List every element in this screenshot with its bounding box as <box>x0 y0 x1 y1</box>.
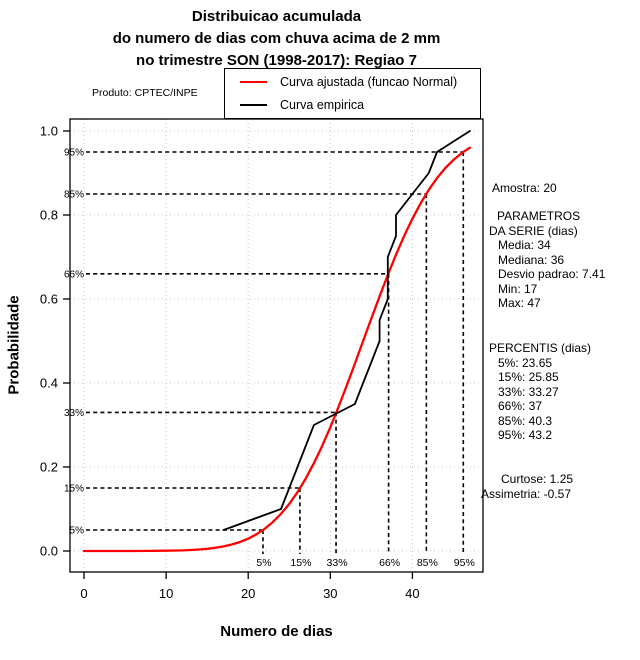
percentile-15-text: 15%: 25.85 <box>498 370 559 384</box>
stats-panel: Amostra: 20 PARAMETROS DA SERIE (dias) M… <box>478 0 640 660</box>
empirical-curve-line-sample <box>240 103 267 107</box>
min-text: Min: 17 <box>498 281 538 296</box>
y-tick-label: 0.2 <box>40 460 58 475</box>
plot-box <box>69 118 484 573</box>
y-tick-label: 0.0 <box>40 544 58 559</box>
percentile-left-label: 15% <box>64 484 84 495</box>
percentile-left-label: 33% <box>64 408 84 419</box>
percentile-85-text: 85%: 40.3 <box>498 413 553 428</box>
mean-text: Media: 34 <box>498 238 551 252</box>
y-tick-label: 0.6 <box>40 292 58 307</box>
skewness-text: Assimetria: -0.57 <box>481 486 572 501</box>
percentile-left-label: 95% <box>64 148 84 159</box>
chart-title: Distribuicao acumulada do numero de dias… <box>70 6 483 72</box>
x-tick-label: 20 <box>241 586 255 601</box>
chart-title-line2: do numero de dias com chuva acima de 2 m… <box>112 30 441 47</box>
chart-title-line3: no trimestre SON (1998-2017): Regiao 7 <box>136 52 417 69</box>
percentile-bottom-label: 66% <box>379 557 400 569</box>
percentile-bottom-label: 15% <box>290 557 311 569</box>
legend-label-fitted: Curva ajustada (funcao Normal) <box>280 75 458 89</box>
percentile-bottom-label: 85% <box>417 557 438 569</box>
produto-label: Produto: CPTEC/INPE <box>92 87 198 99</box>
y-tick-label: 0.4 <box>40 376 58 391</box>
percentile-bottom-label: 33% <box>327 557 348 569</box>
legend-item-empirical: Curva empirica <box>225 96 480 114</box>
percentile-66-text: 66%: 37 <box>498 399 543 413</box>
empirical-curve <box>222 130 471 531</box>
max-text: Max: 47 <box>498 296 541 310</box>
chart-title-line1: Distribuicao acumulada <box>191 8 362 25</box>
x-axis-title: Numero de dias <box>220 623 333 640</box>
percentile-5-text: 5%: 23.65 <box>498 355 553 370</box>
median-text: Mediana: 36 <box>498 252 565 267</box>
legend-item-fitted: Curva ajustada (funcao Normal) <box>225 73 480 91</box>
legend: Curva ajustada (funcao Normal) Curva emp… <box>224 68 481 119</box>
percentile-left-label: 85% <box>64 190 84 201</box>
x-tick-label: 40 <box>405 586 419 601</box>
y-tick-label: 0.8 <box>40 208 58 223</box>
y-axis-title: Probabilidade <box>5 295 23 395</box>
percentile-bottom-label: 5% <box>256 557 271 569</box>
percentile-left-label: 66% <box>64 269 84 280</box>
legend-label-empirical: Curva empirica <box>280 98 365 112</box>
stddev-text: Desvio padrao: 7.41 <box>498 267 606 281</box>
kurtosis-text: Curtose: 1.25 <box>501 472 574 486</box>
percentile-33-text: 33%: 33.27 <box>498 384 559 399</box>
params-header-line2: DA SERIE (dias) <box>489 223 578 238</box>
fitted-curve <box>82 146 472 553</box>
percentile-bottom-label: 95% <box>454 557 475 569</box>
sample-size-text: Amostra: 20 <box>492 181 557 195</box>
y-tick-label: 1.0 <box>40 124 58 139</box>
params-header-line1: PARAMETROS <box>497 209 581 223</box>
x-tick-label: 0 <box>80 586 87 601</box>
fitted-curve-line-sample <box>240 80 267 84</box>
percentiles-header: PERCENTIS (dias) <box>489 341 592 355</box>
percentile-95-text: 95%: 43.2 <box>498 428 553 442</box>
percentile-left-label: 5% <box>70 526 85 537</box>
x-tick-label: 10 <box>159 586 173 601</box>
x-tick-label: 30 <box>323 586 337 601</box>
